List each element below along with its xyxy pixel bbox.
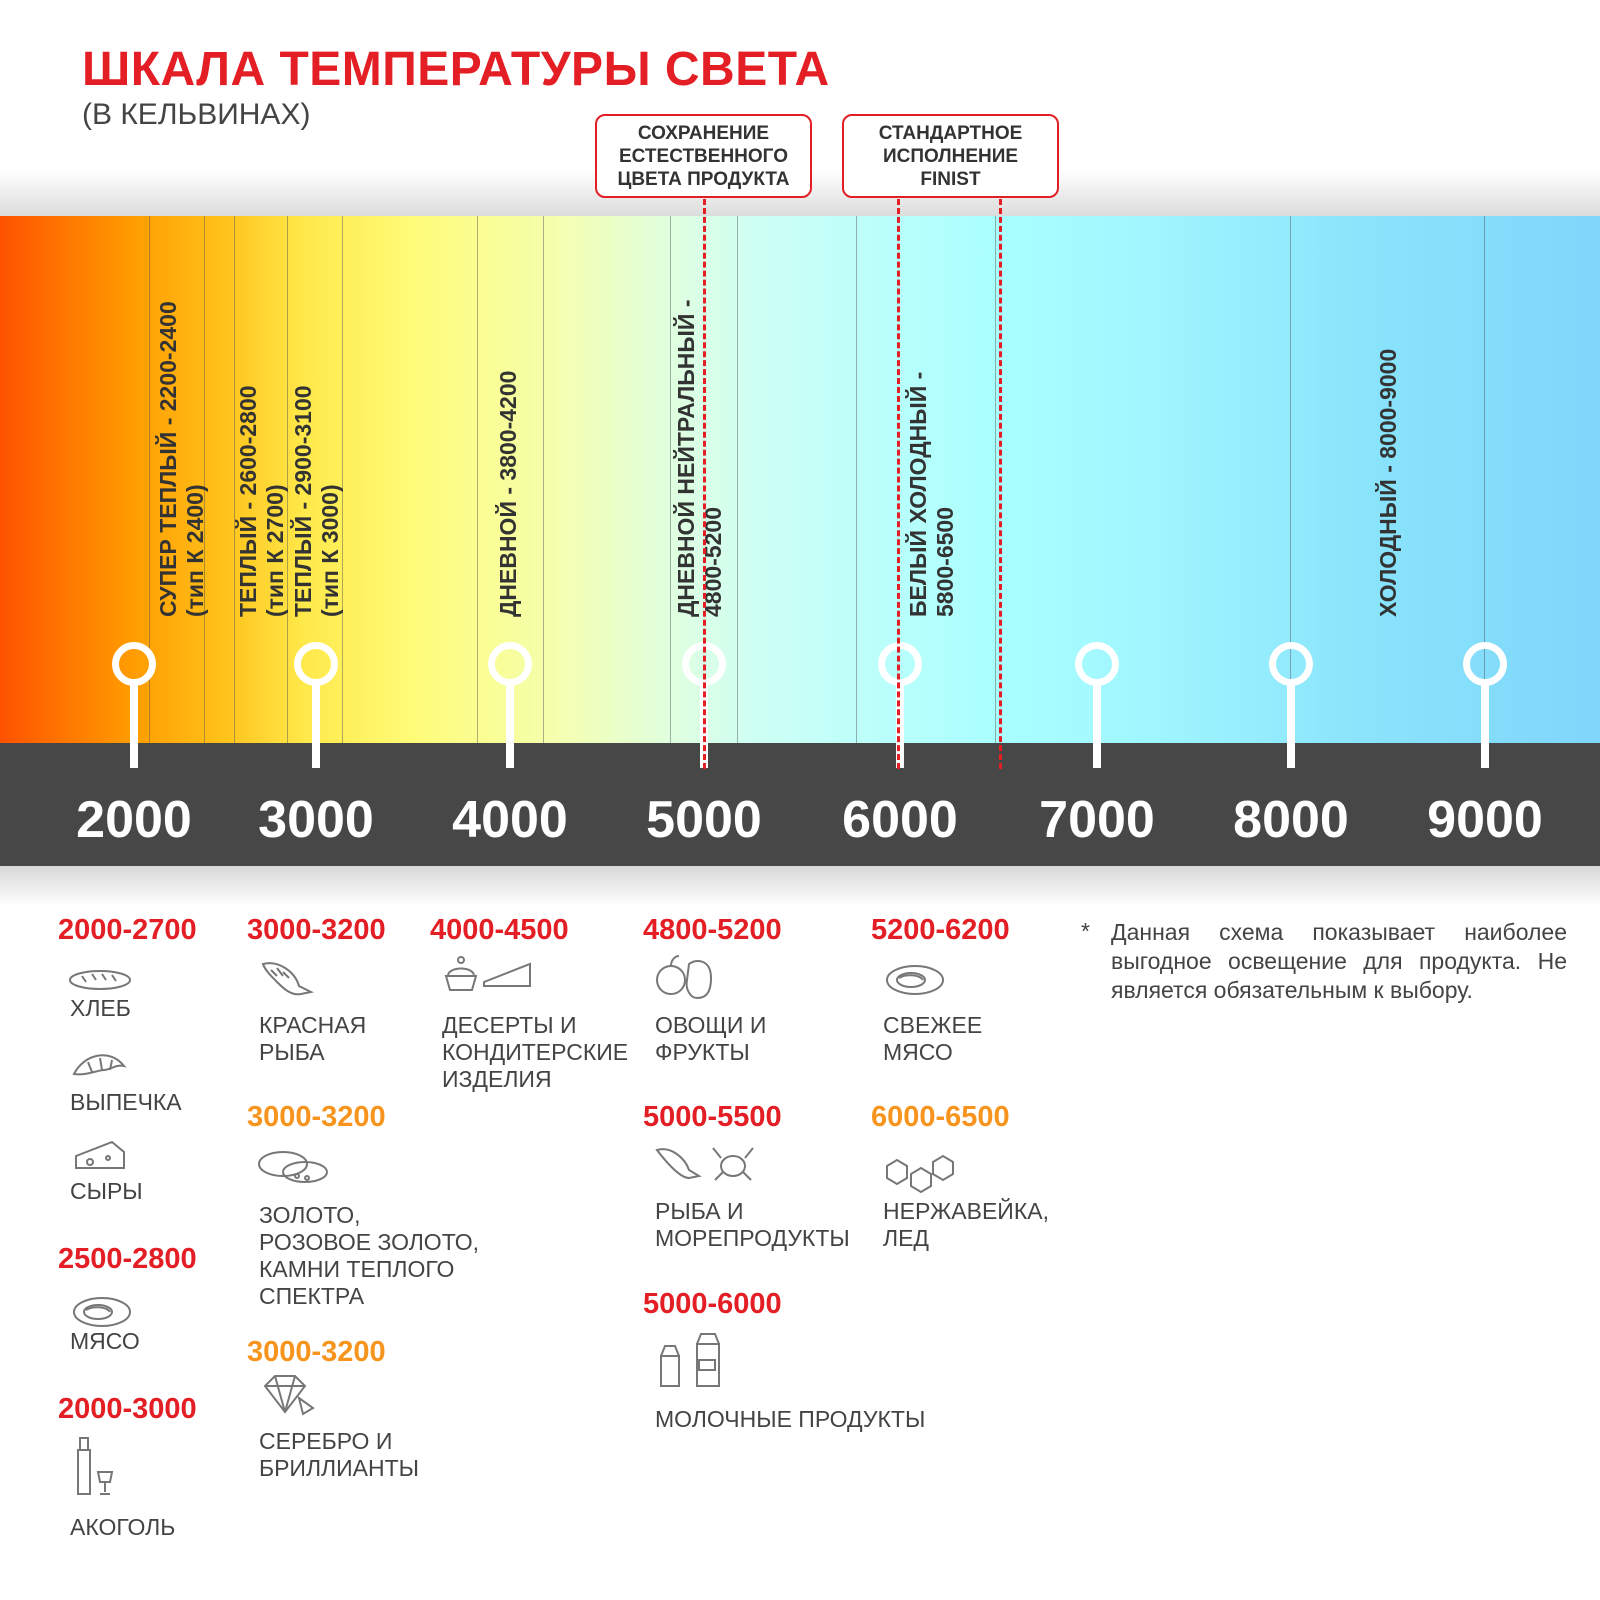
fish-icon (257, 954, 367, 1021)
zone-divider (342, 216, 343, 743)
scale-tick-label: 6000 (842, 791, 958, 849)
red-dashed-marker (897, 199, 900, 769)
vegetables-icon (653, 950, 763, 1017)
zone-divider (234, 216, 235, 743)
range-heading: 4800-5200 (643, 914, 782, 946)
bread-icon (68, 958, 178, 1025)
scale-pin-marker (294, 642, 338, 686)
color-temperature-gradient (0, 216, 1600, 743)
zone-divider (1290, 216, 1291, 743)
range-heading: 4000-4500 (430, 914, 569, 946)
meat-icon (881, 958, 991, 1025)
scale-tick-label: 3000 (258, 791, 374, 849)
range-heading: 3000-3200 (247, 1336, 386, 1368)
cheese-icon (68, 1134, 178, 1201)
zone-divider (1484, 216, 1485, 743)
product-label: ЗОЛОТО, РОЗОВОЕ ЗОЛОТО, КАМНИ ТЕПЛОГО СП… (259, 1202, 479, 1309)
scale-pin-stem (130, 682, 138, 768)
product-label: ВЫПЕЧКА (70, 1089, 182, 1115)
red-dashed-marker (703, 199, 706, 769)
product-label: АКОГОЛЬ (70, 1514, 176, 1540)
product-label: СЕРЕБРО И БРИЛЛИАНТЫ (259, 1428, 420, 1481)
scale-pin-stem (1093, 682, 1101, 768)
scale-tick-label: 8000 (1233, 791, 1349, 849)
zone-divider (543, 216, 544, 743)
product-label: МОЛОЧНЫЕ ПРОДУКТЫ (655, 1406, 926, 1432)
kelvin-scale-bar (0, 743, 1600, 866)
zone-divider (856, 216, 857, 743)
zone-divider (204, 216, 205, 743)
scale-pin-marker (878, 642, 922, 686)
product-label: ОВОЩИ И ФРУКТЫ (655, 1012, 767, 1065)
product-label: НЕРЖАВЕЙКА, ЛЕД (883, 1198, 1049, 1251)
seafood-icon (653, 1140, 763, 1207)
product-label: МЯСО (70, 1328, 140, 1354)
zone-label: БЕЛЫЙ ХОЛОДНЫЙ - 5800-6500 (905, 371, 958, 617)
callout-finist-standard: СТАНДАРТНОЕ ИСПОЛНЕНИЕ FINIST (842, 114, 1059, 198)
zone-divider (737, 216, 738, 743)
meat-icon (68, 1290, 178, 1357)
scale-pin-stem (896, 682, 904, 768)
scale-tick-label: 2000 (76, 791, 192, 849)
scale-pin-marker (1269, 642, 1313, 686)
scale-tick-label: 5000 (646, 791, 762, 849)
rings-icon (257, 1142, 367, 1209)
range-heading: 5200-6200 (871, 914, 1010, 946)
scale-pin-marker (112, 642, 156, 686)
zone-label: ТЕПЛЫЙ - 2900-3100 (тип К 3000) (290, 385, 343, 617)
bottle-glass-icon (68, 1436, 178, 1503)
range-heading: 2500-2800 (58, 1243, 197, 1275)
product-label: ХЛЕБ (70, 995, 131, 1021)
croissant-icon (68, 1040, 178, 1107)
note-asterisk: * (1081, 918, 1090, 944)
scale-pin-stem (506, 682, 514, 768)
range-heading: 5000-6000 (643, 1288, 782, 1320)
scale-pin-marker (1463, 642, 1507, 686)
ice-icon (881, 1150, 991, 1217)
bottom-shade (0, 866, 1600, 906)
scale-tick-label: 4000 (452, 791, 568, 849)
red-dashed-marker (999, 199, 1002, 769)
zone-label: ТЕПЛЫЙ - 2600-2800 (тип К 2700) (235, 385, 288, 617)
scale-tick-label: 9000 (1427, 791, 1543, 849)
product-label: КРАСНАЯ РЫБА (259, 1012, 367, 1065)
callout-natural-color: СОХРАНЕНИЕ ЕСТЕСТВЕННОГО ЦВЕТА ПРОДУКТА (595, 114, 812, 198)
zone-label: ДНЕВНОЙ - 3800-4200 (495, 370, 521, 617)
scale-pin-stem (1481, 682, 1489, 768)
scale-pin-stem (1287, 682, 1295, 768)
scale-pin-stem (312, 682, 320, 768)
range-heading: 2000-2700 (58, 914, 197, 946)
zone-divider (670, 216, 671, 743)
zone-label: СУПЕР ТЕПЛЫЙ - 2200-2400 (тип К 2400) (155, 301, 208, 617)
scale-tick-label: 7000 (1039, 791, 1155, 849)
range-heading: 6000-6500 (871, 1101, 1010, 1133)
zone-divider (287, 216, 288, 743)
range-heading: 3000-3200 (247, 914, 386, 946)
product-label: ДЕСЕРТЫ И КОНДИТЕРСКИЕ ИЗДЕЛИЯ (442, 1012, 629, 1092)
dessert-icon (440, 952, 550, 1019)
page-title: ШКАЛА ТЕМПЕРАТУРЫ СВЕТА (82, 43, 830, 96)
zone-divider (477, 216, 478, 743)
scale-pin-marker (1075, 642, 1119, 686)
milk-icon (653, 1330, 763, 1397)
zone-divider (995, 216, 996, 743)
zone-divider (149, 216, 150, 743)
product-label: СВЕЖЕЕ МЯСО (883, 1012, 983, 1065)
note-text: Данная схема показывает наиболее выгодно… (1111, 919, 1567, 1003)
scale-pin-marker (488, 642, 532, 686)
diamond-icon (257, 1372, 367, 1439)
range-heading: 2000-3000 (58, 1393, 197, 1425)
page-subtitle: (В КЕЛЬВИНАХ) (82, 98, 311, 131)
zone-label: ДНЕВНОЙ НЕЙТРАЛЬНЫЙ - 4800-5200 (673, 299, 726, 618)
zone-label: ХОЛОДНЫЙ - 8000-9000 (1375, 348, 1401, 617)
range-heading: 3000-3200 (247, 1101, 386, 1133)
product-label: СЫРЫ (70, 1178, 143, 1204)
range-heading: 5000-5500 (643, 1101, 782, 1133)
product-label: РЫБА И МОРЕПРОДУКТЫ (655, 1198, 850, 1251)
